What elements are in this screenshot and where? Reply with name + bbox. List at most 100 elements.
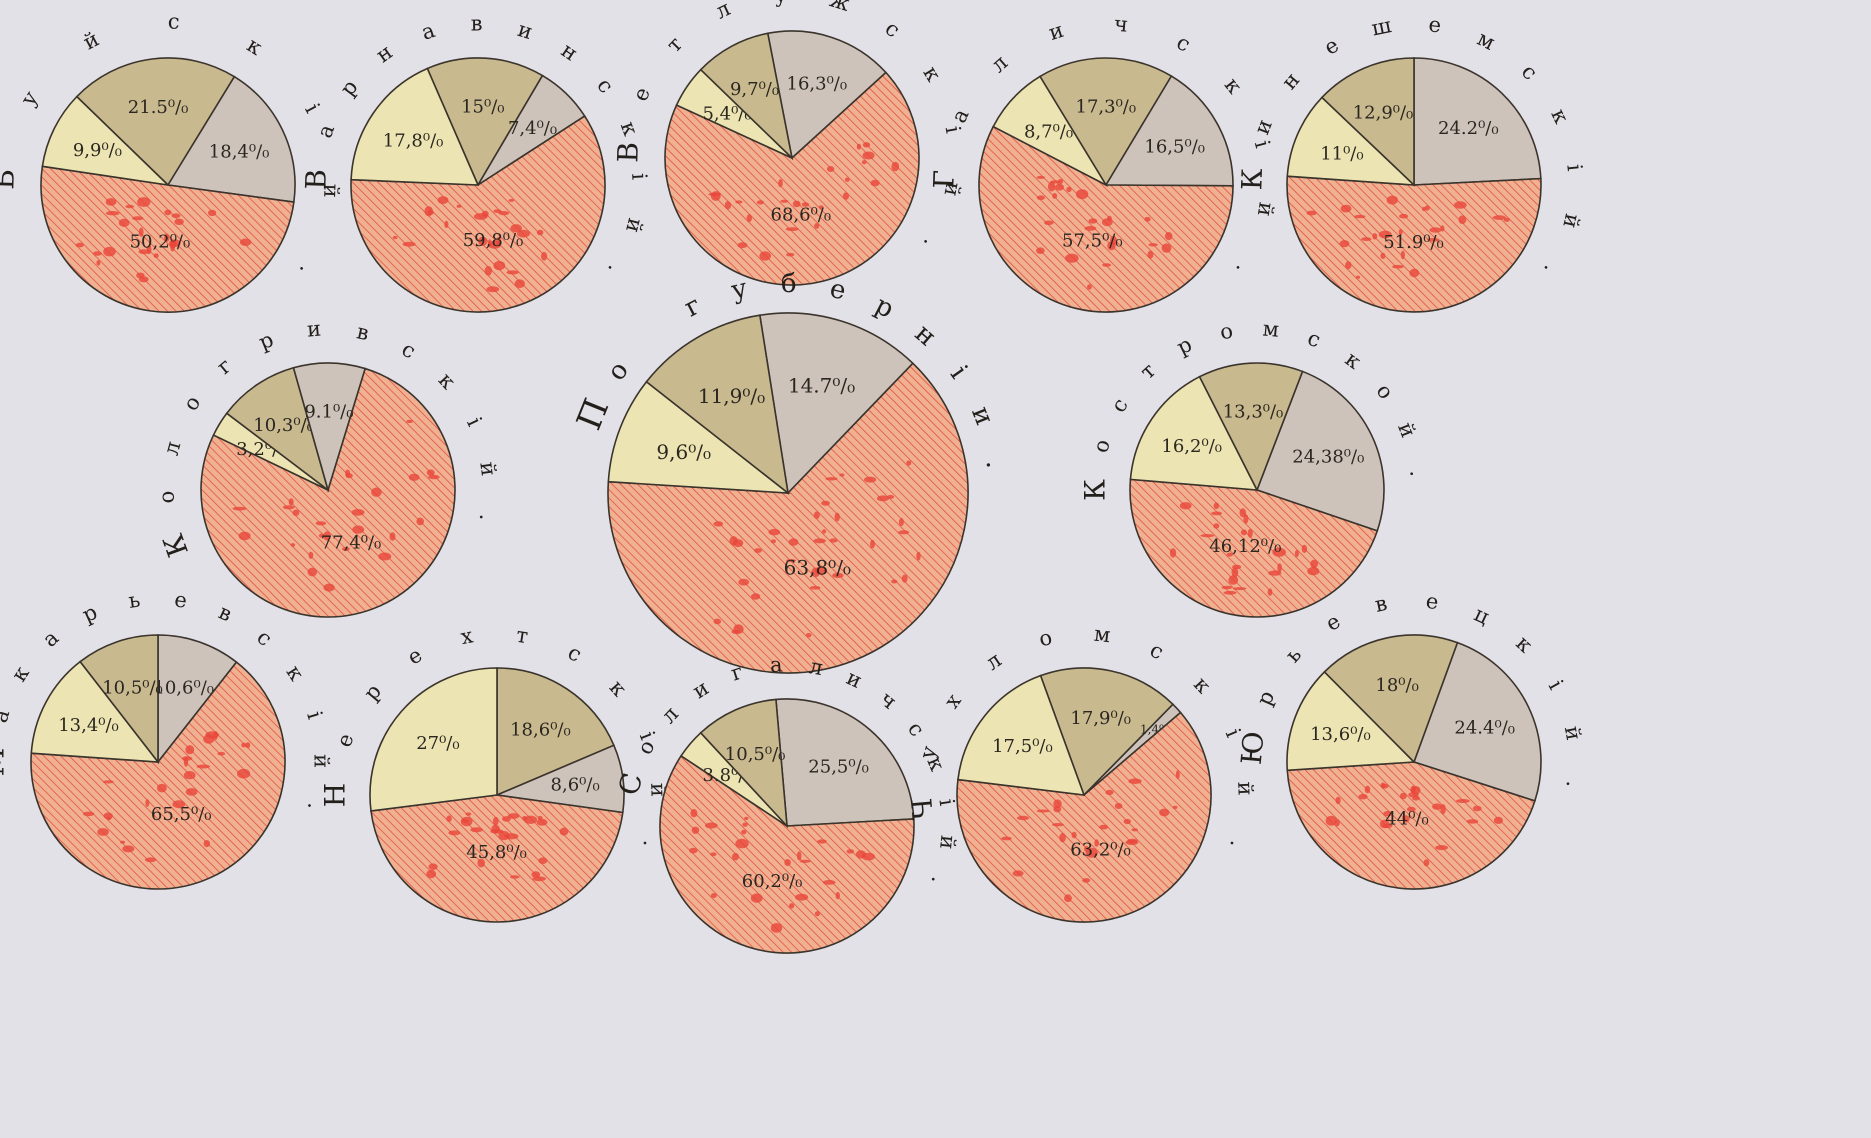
- blot-mark: [1052, 823, 1064, 827]
- blot-mark: [1355, 275, 1361, 279]
- blot-mark: [829, 538, 838, 543]
- chart-title-letter: і: [934, 797, 959, 807]
- chart-title-letter: с: [1146, 637, 1167, 664]
- chart-title-letter: .: [980, 458, 1011, 470]
- blot-mark: [1036, 195, 1045, 200]
- blot-mark: [96, 260, 101, 266]
- blot-mark: [196, 764, 210, 769]
- blot-mark: [491, 824, 500, 834]
- slice-percent-label: 8,7⁰/₀: [1024, 121, 1073, 142]
- chart-title-letter: і: [627, 173, 651, 181]
- pie-slice-khaki: [1038, 57, 1173, 187]
- pie-slice-grey: [758, 312, 914, 495]
- slice-percent-label: 5,4⁰/₀: [702, 104, 751, 125]
- blot-mark: [768, 528, 781, 536]
- blot-mark: [870, 539, 875, 549]
- chart-title-letter: с: [592, 74, 618, 98]
- blot-mark: [1213, 523, 1220, 529]
- blot-mark: [856, 143, 862, 150]
- chart-title-letter: й: [1560, 724, 1586, 742]
- chart-title-letter: н: [1277, 68, 1304, 94]
- blot-mark: [780, 199, 789, 203]
- chart-title-letter: и: [515, 17, 535, 44]
- chart-title-letter: у: [16, 86, 43, 110]
- chart-title-letter: .: [919, 235, 943, 253]
- blot-mark: [1144, 216, 1151, 222]
- slice-percent-label: 46,12⁰/₀: [1209, 536, 1281, 557]
- blot-mark: [1211, 511, 1223, 516]
- chart-title-letter: ш: [1369, 13, 1393, 40]
- blot-mark: [792, 200, 801, 208]
- chart-title-letter: и: [688, 676, 713, 704]
- slice-percent-label: 9,7⁰/₀: [730, 79, 779, 100]
- blot-mark: [1435, 845, 1448, 851]
- blot-mark: [1432, 803, 1443, 810]
- chart-title-letter: к: [1511, 631, 1537, 657]
- chart-title-letter: р: [79, 600, 101, 627]
- blot-mark: [531, 871, 541, 878]
- blot-mark: [1102, 263, 1112, 267]
- blot-mark: [105, 211, 120, 216]
- blot-mark: [1148, 243, 1158, 247]
- chart-title-letter: а: [947, 105, 974, 127]
- blot-mark: [290, 543, 296, 547]
- blot-mark: [809, 586, 821, 590]
- blot-mark: [1340, 204, 1352, 213]
- chart-title-letter: о: [154, 490, 179, 504]
- blot-mark: [75, 242, 84, 248]
- blot-mark: [799, 859, 811, 863]
- chart-title-letter: М: [0, 748, 11, 777]
- chart-title-letter: с: [881, 16, 905, 42]
- chart-title-letter: .: [475, 513, 500, 524]
- blot-mark: [1071, 831, 1077, 839]
- blot-mark: [145, 799, 150, 807]
- blot-mark: [448, 830, 461, 836]
- pie-slice-light: [30, 660, 160, 763]
- blot-mark: [770, 923, 783, 933]
- slice-percent-label: 17,5⁰/₀: [992, 736, 1053, 757]
- chart-title-letter: а: [418, 18, 437, 45]
- blot-mark: [1050, 180, 1061, 184]
- blot-mark: [1466, 819, 1479, 824]
- chart-title-letter: К: [1079, 479, 1112, 501]
- blot-mark: [750, 593, 761, 600]
- chart-title-letter: к: [605, 675, 632, 701]
- blot-mark: [185, 745, 195, 755]
- blot-mark: [138, 249, 150, 255]
- blot-mark: [82, 811, 95, 817]
- blot-mark: [424, 206, 434, 217]
- blot-mark: [1223, 590, 1237, 595]
- slice-percent-label: 16,5⁰/₀: [1144, 136, 1205, 157]
- blot-mark: [817, 839, 827, 844]
- pie-slice-red: [607, 362, 969, 674]
- blot-mark: [1147, 250, 1154, 259]
- chart-title-letter: Б: [0, 168, 21, 190]
- pie-slice-grey: [1104, 75, 1234, 187]
- blot-mark: [1472, 805, 1482, 812]
- blot-mark: [1307, 567, 1320, 576]
- chart-title-letter: Н: [319, 783, 352, 807]
- blot-mark: [237, 768, 251, 779]
- slice-percent-label: 18,4⁰/₀: [209, 141, 270, 162]
- blot-mark: [846, 849, 855, 854]
- blot-mark: [307, 567, 318, 577]
- chart-title-letter: .: [1231, 261, 1255, 279]
- blot-mark: [144, 857, 157, 863]
- blot-mark: [741, 829, 747, 835]
- blot-mark: [1094, 839, 1099, 847]
- blot-mark: [93, 251, 102, 256]
- pie-slice-light: [607, 380, 791, 494]
- chart-title-letter: л: [657, 702, 684, 728]
- pie-slice-khaki: [225, 366, 330, 493]
- blot-mark: [1364, 785, 1371, 794]
- chart-title-letter: й: [935, 834, 960, 850]
- chart-title-letter: й: [1253, 201, 1279, 218]
- chart-title-letter: к: [1189, 672, 1216, 698]
- blot-mark: [1399, 792, 1407, 800]
- blot-mark: [796, 851, 802, 861]
- blot-mark: [1044, 220, 1054, 226]
- blot-mark: [861, 160, 867, 165]
- blot-mark: [342, 547, 350, 552]
